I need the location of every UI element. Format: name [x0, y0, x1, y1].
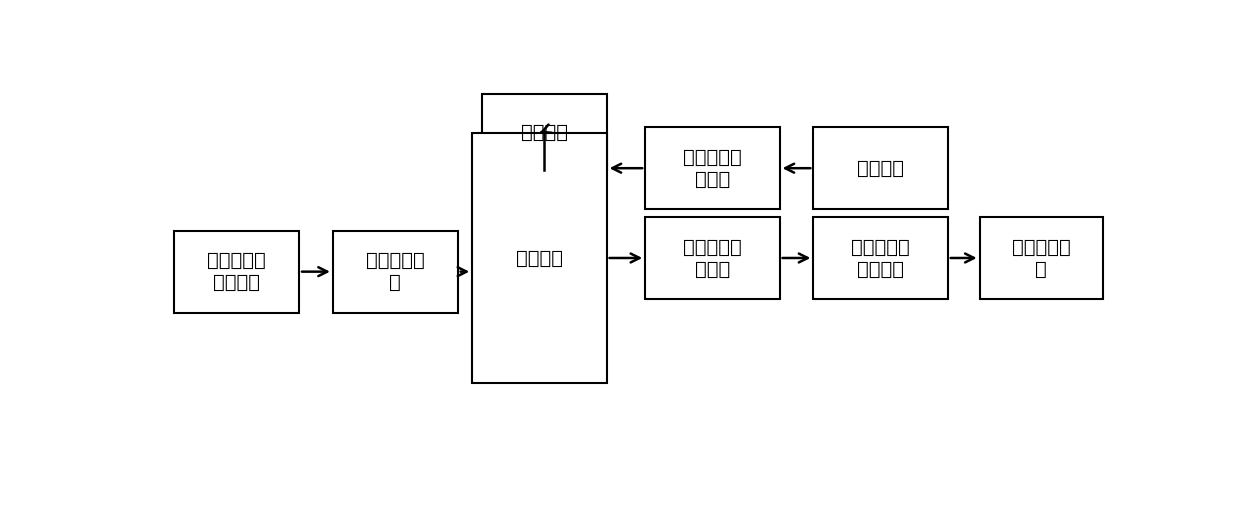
Bar [813, 217, 947, 299]
Text: 反馈信号处
理模块: 反馈信号处 理模块 [683, 148, 742, 189]
Bar [645, 217, 780, 299]
Text: 电源模块: 电源模块 [521, 123, 568, 141]
Bar [332, 231, 458, 313]
Text: 传感器组: 传感器组 [857, 159, 904, 177]
Text: 打壳信号输
出模块: 打壳信号输 出模块 [683, 237, 742, 278]
Bar [174, 231, 299, 313]
Bar [481, 94, 606, 170]
Bar [980, 217, 1102, 299]
Bar [813, 127, 947, 209]
Text: 槽控机信号
输入接口: 槽控机信号 输入接口 [207, 251, 267, 292]
Text: 三极管自激
振荡模块: 三极管自激 振荡模块 [851, 237, 910, 278]
Text: 气缸控制模
块: 气缸控制模 块 [1012, 237, 1070, 278]
Text: 信号处理模
块: 信号处理模 块 [366, 251, 424, 292]
Bar [645, 127, 780, 209]
Bar [472, 133, 606, 383]
Text: 微处理器: 微处理器 [516, 248, 563, 268]
